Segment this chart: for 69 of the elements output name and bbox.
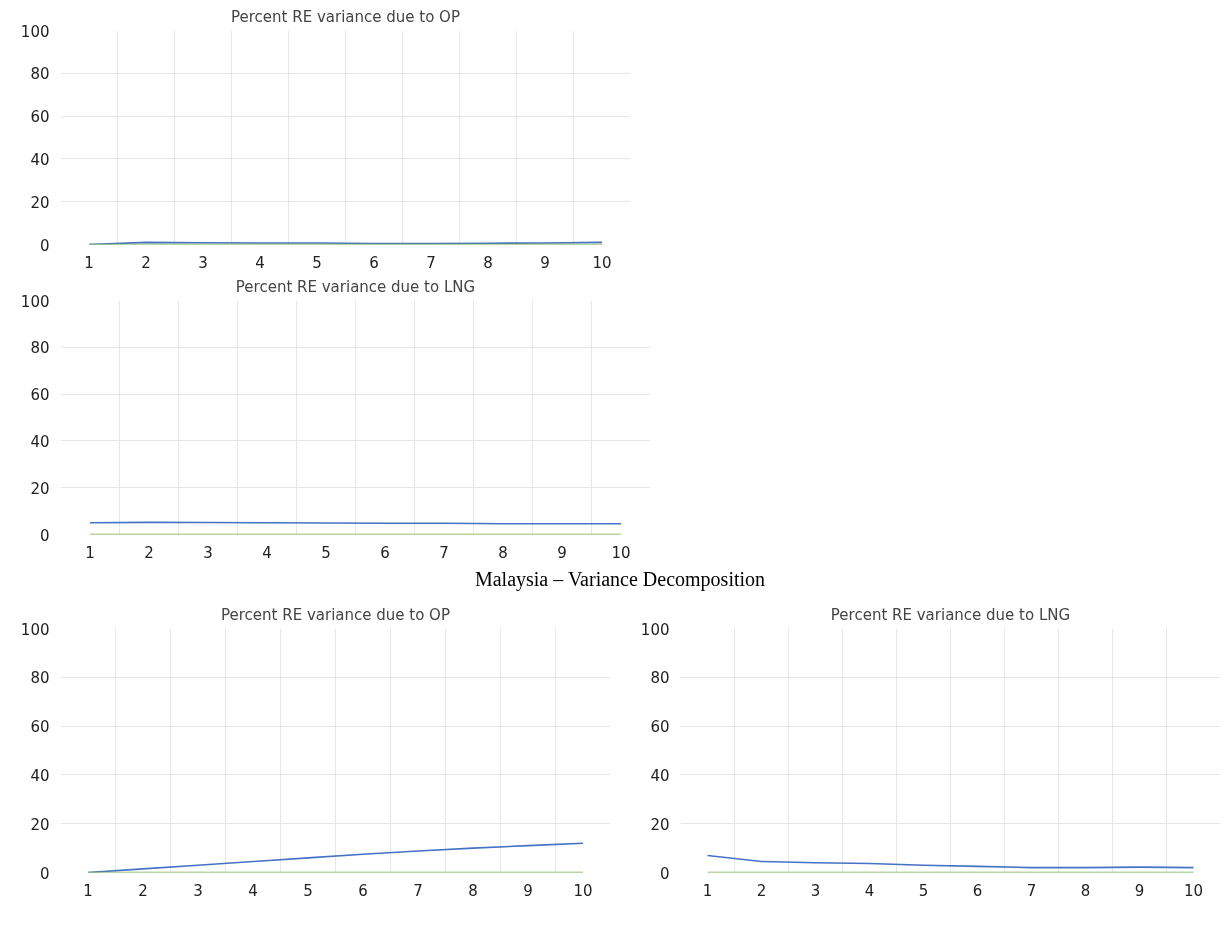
- chart-title: Percent RE variance due to LNG: [235, 277, 476, 296]
- x-tick-label: 3: [810, 881, 821, 900]
- chart-title: Percent RE variance due to OP: [231, 7, 460, 26]
- y-tick-label: 100: [20, 22, 50, 41]
- y-tick-label: 60: [30, 108, 50, 127]
- x-tick-label: 1: [84, 253, 94, 272]
- x-tick-label: 7: [426, 253, 436, 272]
- y-tick-label: 100: [20, 620, 50, 639]
- y-tick-label: 20: [30, 193, 50, 212]
- y-tick-label: 80: [30, 339, 50, 358]
- x-tick-label: 3: [193, 881, 203, 900]
- y-tick-label: 20: [30, 815, 50, 834]
- x-tick-label: 9: [1134, 881, 1145, 900]
- y-tick-label: 40: [30, 432, 50, 451]
- y-tick-label: 40: [650, 766, 670, 785]
- x-tick-label: 9: [540, 253, 550, 272]
- x-tick-label: 7: [1026, 881, 1037, 900]
- y-tick-label: 80: [650, 669, 670, 688]
- y-tick-label: 0: [39, 526, 50, 545]
- y-tick-label: 20: [30, 479, 50, 498]
- x-tick-label: 5: [312, 253, 322, 272]
- x-tick-label: 10: [573, 881, 593, 900]
- y-tick-label: 0: [39, 236, 50, 255]
- x-tick-label: 5: [321, 543, 331, 562]
- x-tick-label: 5: [303, 881, 313, 900]
- x-tick-label: 1: [83, 881, 93, 900]
- x-tick-label: 2: [141, 253, 151, 272]
- x-tick-label: 6: [972, 881, 983, 900]
- x-tick-label: 5: [918, 881, 929, 900]
- y-tick-label: 0: [39, 864, 50, 883]
- x-tick-label: 4: [864, 881, 875, 900]
- text: Malaysia – Variance Decomposition: [474, 567, 766, 593]
- x-tick-label: 6: [369, 253, 379, 272]
- x-tick-label: 9: [523, 881, 533, 900]
- x-tick-label: 1: [85, 543, 95, 562]
- y-tick-label: 100: [640, 620, 670, 639]
- y-tick-label: 20: [650, 815, 670, 834]
- x-tick-label: 4: [255, 253, 265, 272]
- x-tick-label: 9: [557, 543, 567, 562]
- x-tick-label: 10: [1183, 881, 1204, 900]
- x-tick-label: 10: [592, 253, 612, 272]
- x-tick-label: 3: [198, 253, 208, 272]
- chart-title: Percent RE variance due to LNG: [830, 605, 1071, 624]
- x-tick-label: 10: [611, 543, 631, 562]
- x-tick-label: 8: [483, 253, 493, 272]
- x-tick-label: 6: [358, 881, 368, 900]
- x-tick-label: 6: [380, 543, 390, 562]
- y-tick-label: 0: [659, 864, 670, 883]
- x-tick-label: 4: [262, 543, 272, 562]
- y-tick-label: 60: [30, 718, 50, 737]
- x-tick-label: 4: [248, 881, 258, 900]
- y-tick-label: 80: [30, 669, 50, 688]
- x-tick-label: 8: [1080, 881, 1091, 900]
- x-tick-label: 2: [138, 881, 148, 900]
- x-tick-label: 2: [756, 881, 767, 900]
- chart-title: Percent RE variance due to OP: [221, 605, 450, 624]
- y-tick-label: 80: [30, 65, 50, 84]
- y-tick-label: 40: [30, 766, 50, 785]
- x-tick-label: 7: [413, 881, 423, 900]
- y-tick-label: 60: [650, 718, 670, 737]
- x-tick-label: 8: [498, 543, 508, 562]
- y-tick-label: 60: [30, 386, 50, 405]
- y-tick-label: 100: [20, 292, 50, 311]
- x-tick-label: 1: [702, 881, 713, 900]
- x-tick-label: 8: [468, 881, 478, 900]
- y-tick-label: 40: [30, 150, 50, 169]
- x-tick-label: 2: [144, 543, 154, 562]
- x-tick-label: 7: [439, 543, 449, 562]
- x-tick-label: 3: [203, 543, 213, 562]
